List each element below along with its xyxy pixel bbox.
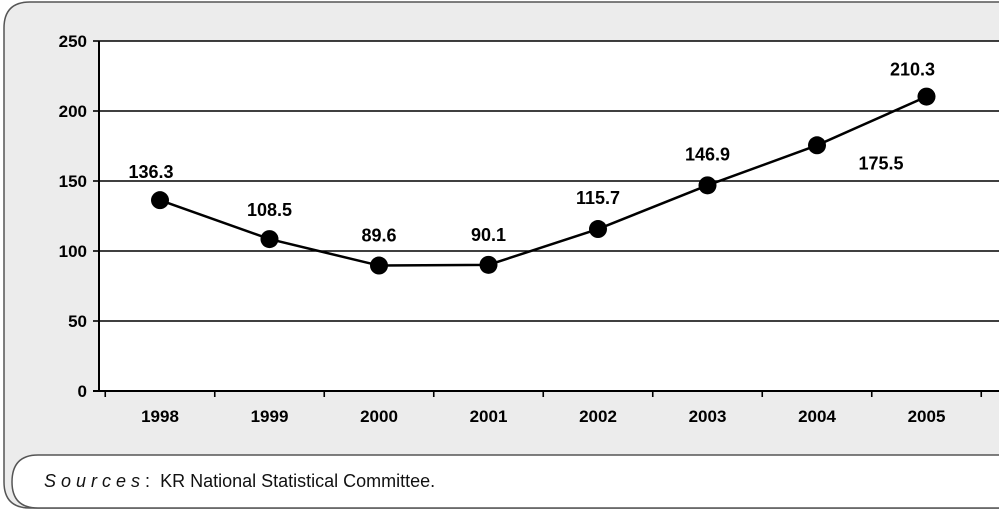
y-tick-label: 100	[59, 242, 87, 261]
data-label: 210.3	[890, 60, 935, 80]
source-text: KR National Statistical Committee.	[160, 471, 436, 491]
data-point	[479, 255, 498, 274]
data-point	[917, 87, 936, 106]
source-note: Sources: KR National Statistical Committe…	[44, 471, 435, 492]
data-point	[589, 220, 607, 239]
plot-area	[99, 41, 999, 391]
source-separator: :	[145, 471, 151, 491]
data-point	[808, 136, 826, 155]
data-point	[260, 230, 279, 249]
data-label: 90.1	[471, 225, 506, 245]
data-label: 175.5	[858, 153, 903, 173]
x-tick-label: 1999	[251, 407, 289, 426]
y-tick-label: 50	[68, 312, 87, 331]
axes	[93, 40, 999, 397]
series-line	[159, 95, 928, 267]
data-point	[370, 256, 388, 275]
data-point	[698, 176, 717, 195]
y-tick-label: 200	[59, 102, 87, 121]
y-tick-labels: 0 50 100 150 200 250	[59, 32, 87, 401]
source-label: Sources	[44, 471, 146, 491]
data-label: 108.5	[247, 200, 292, 220]
data-labels: 136.3 108.5 89.6 90.1 115.7 146.9 175.5 210.3	[128, 60, 935, 246]
y-tick-label: 250	[59, 32, 87, 51]
data-markers	[151, 87, 936, 275]
grid-lines	[99, 40, 999, 322]
x-tick-labels: 1998 1999 2000 2001 2002 2003 2004 2005	[141, 407, 945, 426]
x-tick-label: 2001	[470, 407, 508, 426]
x-tick-label: 1998	[141, 407, 179, 426]
x-tick-label: 2003	[689, 407, 727, 426]
data-point	[151, 191, 169, 210]
x-tick-label: 2002	[579, 407, 617, 426]
x-tick-label: 2004	[798, 407, 836, 426]
data-label: 146.9	[685, 144, 730, 164]
source-box	[11, 454, 999, 509]
y-tick-label: 150	[59, 172, 87, 191]
x-tick-label: 2000	[360, 407, 398, 426]
series-line	[159, 95, 928, 267]
data-label: 115.7	[576, 188, 620, 208]
data-label: 136.3	[128, 162, 173, 182]
data-label: 89.6	[361, 226, 396, 246]
x-tick-label: 2005	[908, 407, 946, 426]
y-tick-label: 0	[78, 382, 87, 401]
